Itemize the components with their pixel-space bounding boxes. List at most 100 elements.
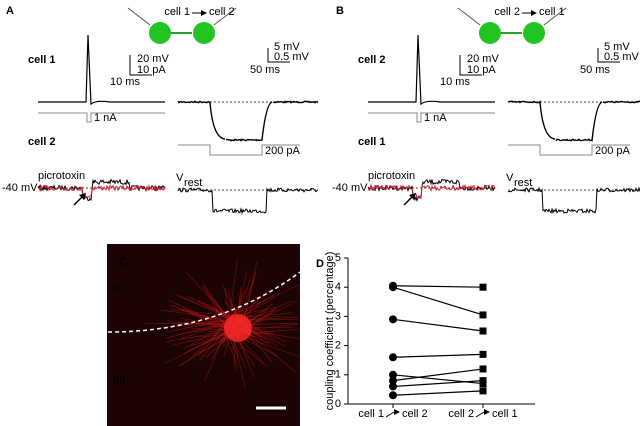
cell-body bbox=[193, 22, 215, 44]
point bbox=[479, 311, 487, 319]
neurite bbox=[220, 312, 229, 321]
arrow-head bbox=[531, 10, 537, 16]
point bbox=[389, 315, 397, 324]
neurite bbox=[171, 331, 230, 346]
neurite bbox=[180, 327, 232, 366]
arrow-head bbox=[409, 193, 416, 200]
step-text: 1 nA bbox=[424, 112, 447, 124]
scale-text: 5 mV bbox=[604, 41, 630, 53]
scale-bar bbox=[129, 55, 152, 76]
trace bbox=[508, 100, 640, 142]
holding-label: -40 mV bbox=[332, 182, 368, 194]
x-label-arrow bbox=[475, 411, 485, 418]
step-trace bbox=[368, 112, 495, 123]
scale-bar bbox=[459, 55, 482, 76]
step-trace bbox=[178, 144, 300, 156]
point bbox=[479, 365, 487, 373]
x-tick-label: cell 2 bbox=[448, 408, 474, 420]
panel-label: D bbox=[316, 258, 324, 270]
cell-label: cell 2 bbox=[28, 136, 56, 148]
vrest-label: V bbox=[176, 172, 184, 184]
y-tick-label: 4 bbox=[335, 281, 341, 293]
schematic-to: cell 2 bbox=[209, 6, 235, 18]
x-tick-label: cell 1 bbox=[358, 408, 384, 420]
neurite bbox=[241, 327, 296, 373]
arrow-head bbox=[394, 409, 400, 415]
schematic-to: cell 1 bbox=[539, 6, 565, 18]
scale-text: 10 pA bbox=[467, 64, 496, 76]
y-tick-label: 5 bbox=[335, 252, 341, 264]
point bbox=[389, 353, 397, 362]
drug-label: picrotoxin bbox=[38, 170, 85, 182]
point bbox=[479, 387, 487, 395]
pair-line bbox=[392, 286, 484, 316]
vrest-sub: rest bbox=[514, 177, 532, 189]
cell-label: cell 1 bbox=[28, 54, 56, 66]
panel-label: B bbox=[336, 5, 344, 17]
vrest-label: V bbox=[506, 172, 514, 184]
scale-text: 50 ms bbox=[580, 64, 610, 76]
step-trace bbox=[38, 112, 165, 123]
trace bbox=[177, 100, 319, 142]
y-tick-label: 0 bbox=[335, 398, 341, 410]
cell-label: cell 2 bbox=[358, 54, 386, 66]
x-tick-label: cell 1 bbox=[492, 408, 518, 420]
neurite bbox=[229, 258, 238, 316]
pair-line bbox=[392, 368, 484, 382]
neurite bbox=[180, 321, 229, 340]
point bbox=[479, 327, 487, 335]
scale-text: 5 mV bbox=[274, 41, 300, 53]
neurite bbox=[187, 333, 230, 339]
layer-label: Ic bbox=[113, 282, 122, 294]
schematic-from: cell 1 bbox=[164, 6, 190, 18]
pair-line bbox=[392, 380, 484, 388]
step-trace bbox=[508, 144, 630, 156]
neurite bbox=[230, 284, 300, 317]
scale-text: 0.5 mV bbox=[274, 51, 310, 63]
point bbox=[479, 377, 487, 385]
point bbox=[389, 382, 397, 391]
cell-label: cell 1 bbox=[358, 136, 386, 148]
neurite bbox=[231, 289, 246, 320]
point bbox=[389, 376, 397, 385]
pair-line bbox=[392, 285, 484, 288]
scale-bar bbox=[267, 48, 290, 63]
electrode bbox=[457, 7, 481, 26]
neurite bbox=[224, 334, 239, 369]
y-tick-label: 1 bbox=[335, 369, 341, 381]
cell-body bbox=[523, 22, 545, 44]
neurite bbox=[168, 300, 226, 327]
scale-text: 50 ms bbox=[250, 64, 280, 76]
electrode bbox=[543, 7, 567, 26]
trace bbox=[507, 186, 640, 215]
panel-label: A bbox=[6, 5, 14, 17]
schematic-from: cell 2 bbox=[494, 6, 520, 18]
trace bbox=[177, 187, 319, 215]
step-text: 200 pA bbox=[265, 145, 301, 157]
point bbox=[389, 370, 397, 379]
point bbox=[479, 283, 487, 291]
step-text: 200 pA bbox=[595, 145, 631, 157]
point bbox=[479, 350, 487, 358]
neurite bbox=[184, 329, 232, 354]
electrode bbox=[213, 7, 237, 26]
x-label-arrow bbox=[385, 411, 395, 418]
arrow-head bbox=[79, 193, 86, 200]
neurite bbox=[190, 325, 226, 346]
y-axis-title: coupling coefficient (percentage) bbox=[324, 252, 336, 411]
holding-label: -40 mV bbox=[2, 182, 38, 194]
neurite bbox=[161, 309, 229, 320]
electrode bbox=[127, 7, 151, 26]
cell-body bbox=[149, 22, 171, 44]
y-tick-label: 3 bbox=[335, 310, 341, 322]
pair-line bbox=[392, 390, 484, 396]
neurite bbox=[175, 295, 241, 321]
trace bbox=[37, 183, 166, 200]
layer-boundary bbox=[107, 271, 301, 333]
soma bbox=[224, 314, 252, 342]
drug-label: picrotoxin bbox=[368, 170, 415, 182]
scale-text: 10 ms bbox=[440, 76, 470, 88]
neurite bbox=[239, 278, 255, 318]
panel-label: C bbox=[120, 256, 128, 268]
scale-text: 20 mV bbox=[137, 53, 169, 65]
